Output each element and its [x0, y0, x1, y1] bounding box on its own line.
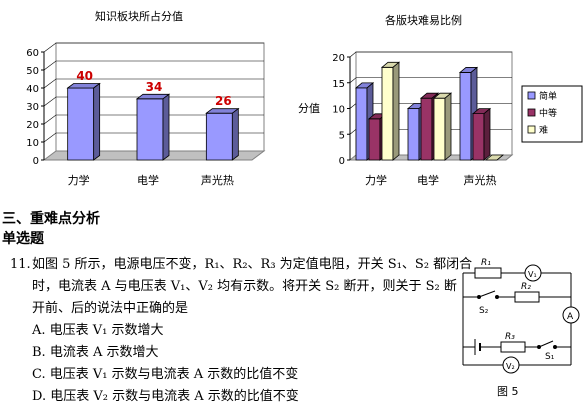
chart1-title: 知识板块所占分值 — [95, 10, 183, 23]
chart1-data-label: 40 — [76, 69, 93, 83]
chart1-gridline — [43, 42, 264, 53]
question-line-1: 如图 5 所示，电源电压不变，R₁、R₂、R₃ 为定值电阻，开关 S₁、S₂ 都… — [32, 257, 473, 272]
resistor-r1 — [474, 267, 502, 279]
chart1-gridline — [43, 132, 264, 143]
chart2-category-label: 电学 — [417, 173, 439, 187]
label-v1: V₁ — [528, 270, 537, 279]
figure-caption: 图 5 — [497, 385, 519, 398]
chart1-y-tick-label: 20 — [26, 120, 39, 131]
circuit-diagram: R₁ V₁ R₂ S₂ A R₃ S₁ V₂ 图 5 — [462, 258, 580, 398]
label-r3: R₃ — [505, 332, 515, 342]
chart1-y-tick-label: 60 — [26, 48, 39, 59]
chart1-gridline — [43, 60, 264, 71]
chart2-y-tick-label: 15 — [332, 79, 345, 90]
chart1-y-tick-label: 0 — [33, 156, 39, 167]
chart1-y-tick-label: 10 — [26, 138, 39, 149]
section-heading: 三、重难点分析 — [2, 211, 100, 227]
chart1-bar — [135, 93, 171, 161]
label-a: A — [567, 312, 574, 322]
chart2-legend-swatch — [527, 108, 536, 117]
option-a: A. 电压表 V₁ 示数增大 — [32, 323, 164, 338]
question-line-2: 时，电流表 A 与电压表 V₁、V₂ 均有示数。将开关 S₂ 断开，则关于 S₂… — [32, 279, 457, 294]
chart1-y-tick-label: 30 — [26, 102, 39, 113]
chart2-legend-label: 简单 — [539, 90, 557, 102]
chart1-y-tick-label: 40 — [26, 84, 39, 95]
chart2-legend-swatch — [527, 91, 536, 100]
chart2-category-label: 声光热 — [464, 173, 497, 187]
label-r1: R₁ — [481, 258, 491, 268]
chart2-legend-label: 中等 — [539, 107, 557, 119]
chart2-legend-swatch — [527, 125, 536, 134]
chart2-y-tick-label: 0 — [339, 156, 345, 167]
option-b: B. 电流表 A 示数增大 — [32, 345, 159, 360]
chart1-gridline — [43, 96, 264, 107]
chart1-bar — [66, 82, 101, 161]
label-s2: S₂ — [479, 306, 489, 316]
chart1-gridline — [43, 78, 264, 89]
switch-s1 — [538, 340, 554, 348]
option-c: C. 电压表 V₁ 示数与电流表 A 示数的比值不变 — [32, 367, 299, 382]
question-number: 11. — [10, 257, 31, 272]
chart1-category-label: 声光热 — [201, 173, 234, 187]
option-d: D. 电压表 V₂ 示数与电流表 A 示数的比值不变 — [32, 389, 299, 404]
chart2-bar-2 — [484, 154, 505, 161]
chart2-bar-1 — [471, 107, 492, 161]
chart2-y-tick-label: 20 — [332, 53, 345, 64]
chart1-data-label: 34 — [146, 80, 163, 94]
chart1-y-tick-label: 50 — [26, 66, 39, 77]
chart1-category-label: 力学 — [68, 173, 90, 187]
switch-s2 — [478, 290, 496, 298]
label-s1: S₁ — [545, 352, 555, 362]
resistor-r3 — [500, 341, 526, 353]
chart1: 0 10 20 30 40 50 60 40 34 26 力学 电学 声光热 — [26, 42, 266, 187]
chart2-bar-2 — [380, 61, 401, 161]
chart2-gridline — [349, 51, 512, 58]
chart1-gridline — [43, 114, 264, 125]
chart2-title: 各版块难易比例 — [385, 14, 462, 27]
chart1-data-label: 26 — [215, 94, 232, 108]
chart2-y-tick-label: 5 — [339, 130, 345, 141]
chart2-category-label: 力学 — [365, 173, 387, 187]
label-r2: R₂ — [521, 282, 531, 292]
chart2-legend-label: 难 — [539, 125, 548, 136]
chart2-y-tick-label: 10 — [332, 105, 345, 116]
question-line-3: 开前、后的说法中正确的是 — [32, 301, 189, 316]
label-v2: V₂ — [506, 362, 515, 371]
chart2-bar-2 — [432, 92, 453, 161]
chart1-bar — [205, 107, 240, 161]
section-subheading: 单选题 — [2, 231, 44, 247]
chart1-category-label: 电学 — [137, 173, 159, 187]
resistor-r2 — [514, 291, 540, 303]
chart2-y-label: 分值 — [298, 102, 320, 115]
